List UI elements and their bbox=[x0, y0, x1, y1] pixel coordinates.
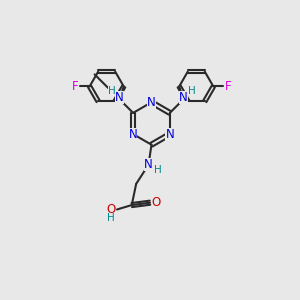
Text: N: N bbox=[179, 92, 188, 104]
Text: H: H bbox=[188, 86, 196, 96]
Text: H: H bbox=[154, 165, 162, 175]
Text: F: F bbox=[72, 80, 78, 93]
Text: H: H bbox=[108, 86, 116, 96]
Text: N: N bbox=[129, 128, 137, 141]
Text: N: N bbox=[166, 128, 174, 141]
Text: F: F bbox=[225, 80, 231, 93]
Text: H: H bbox=[107, 213, 114, 223]
Text: O: O bbox=[106, 203, 115, 216]
Text: N: N bbox=[115, 92, 124, 104]
Text: N: N bbox=[147, 96, 156, 109]
Text: N: N bbox=[144, 158, 153, 171]
Text: O: O bbox=[152, 196, 161, 209]
